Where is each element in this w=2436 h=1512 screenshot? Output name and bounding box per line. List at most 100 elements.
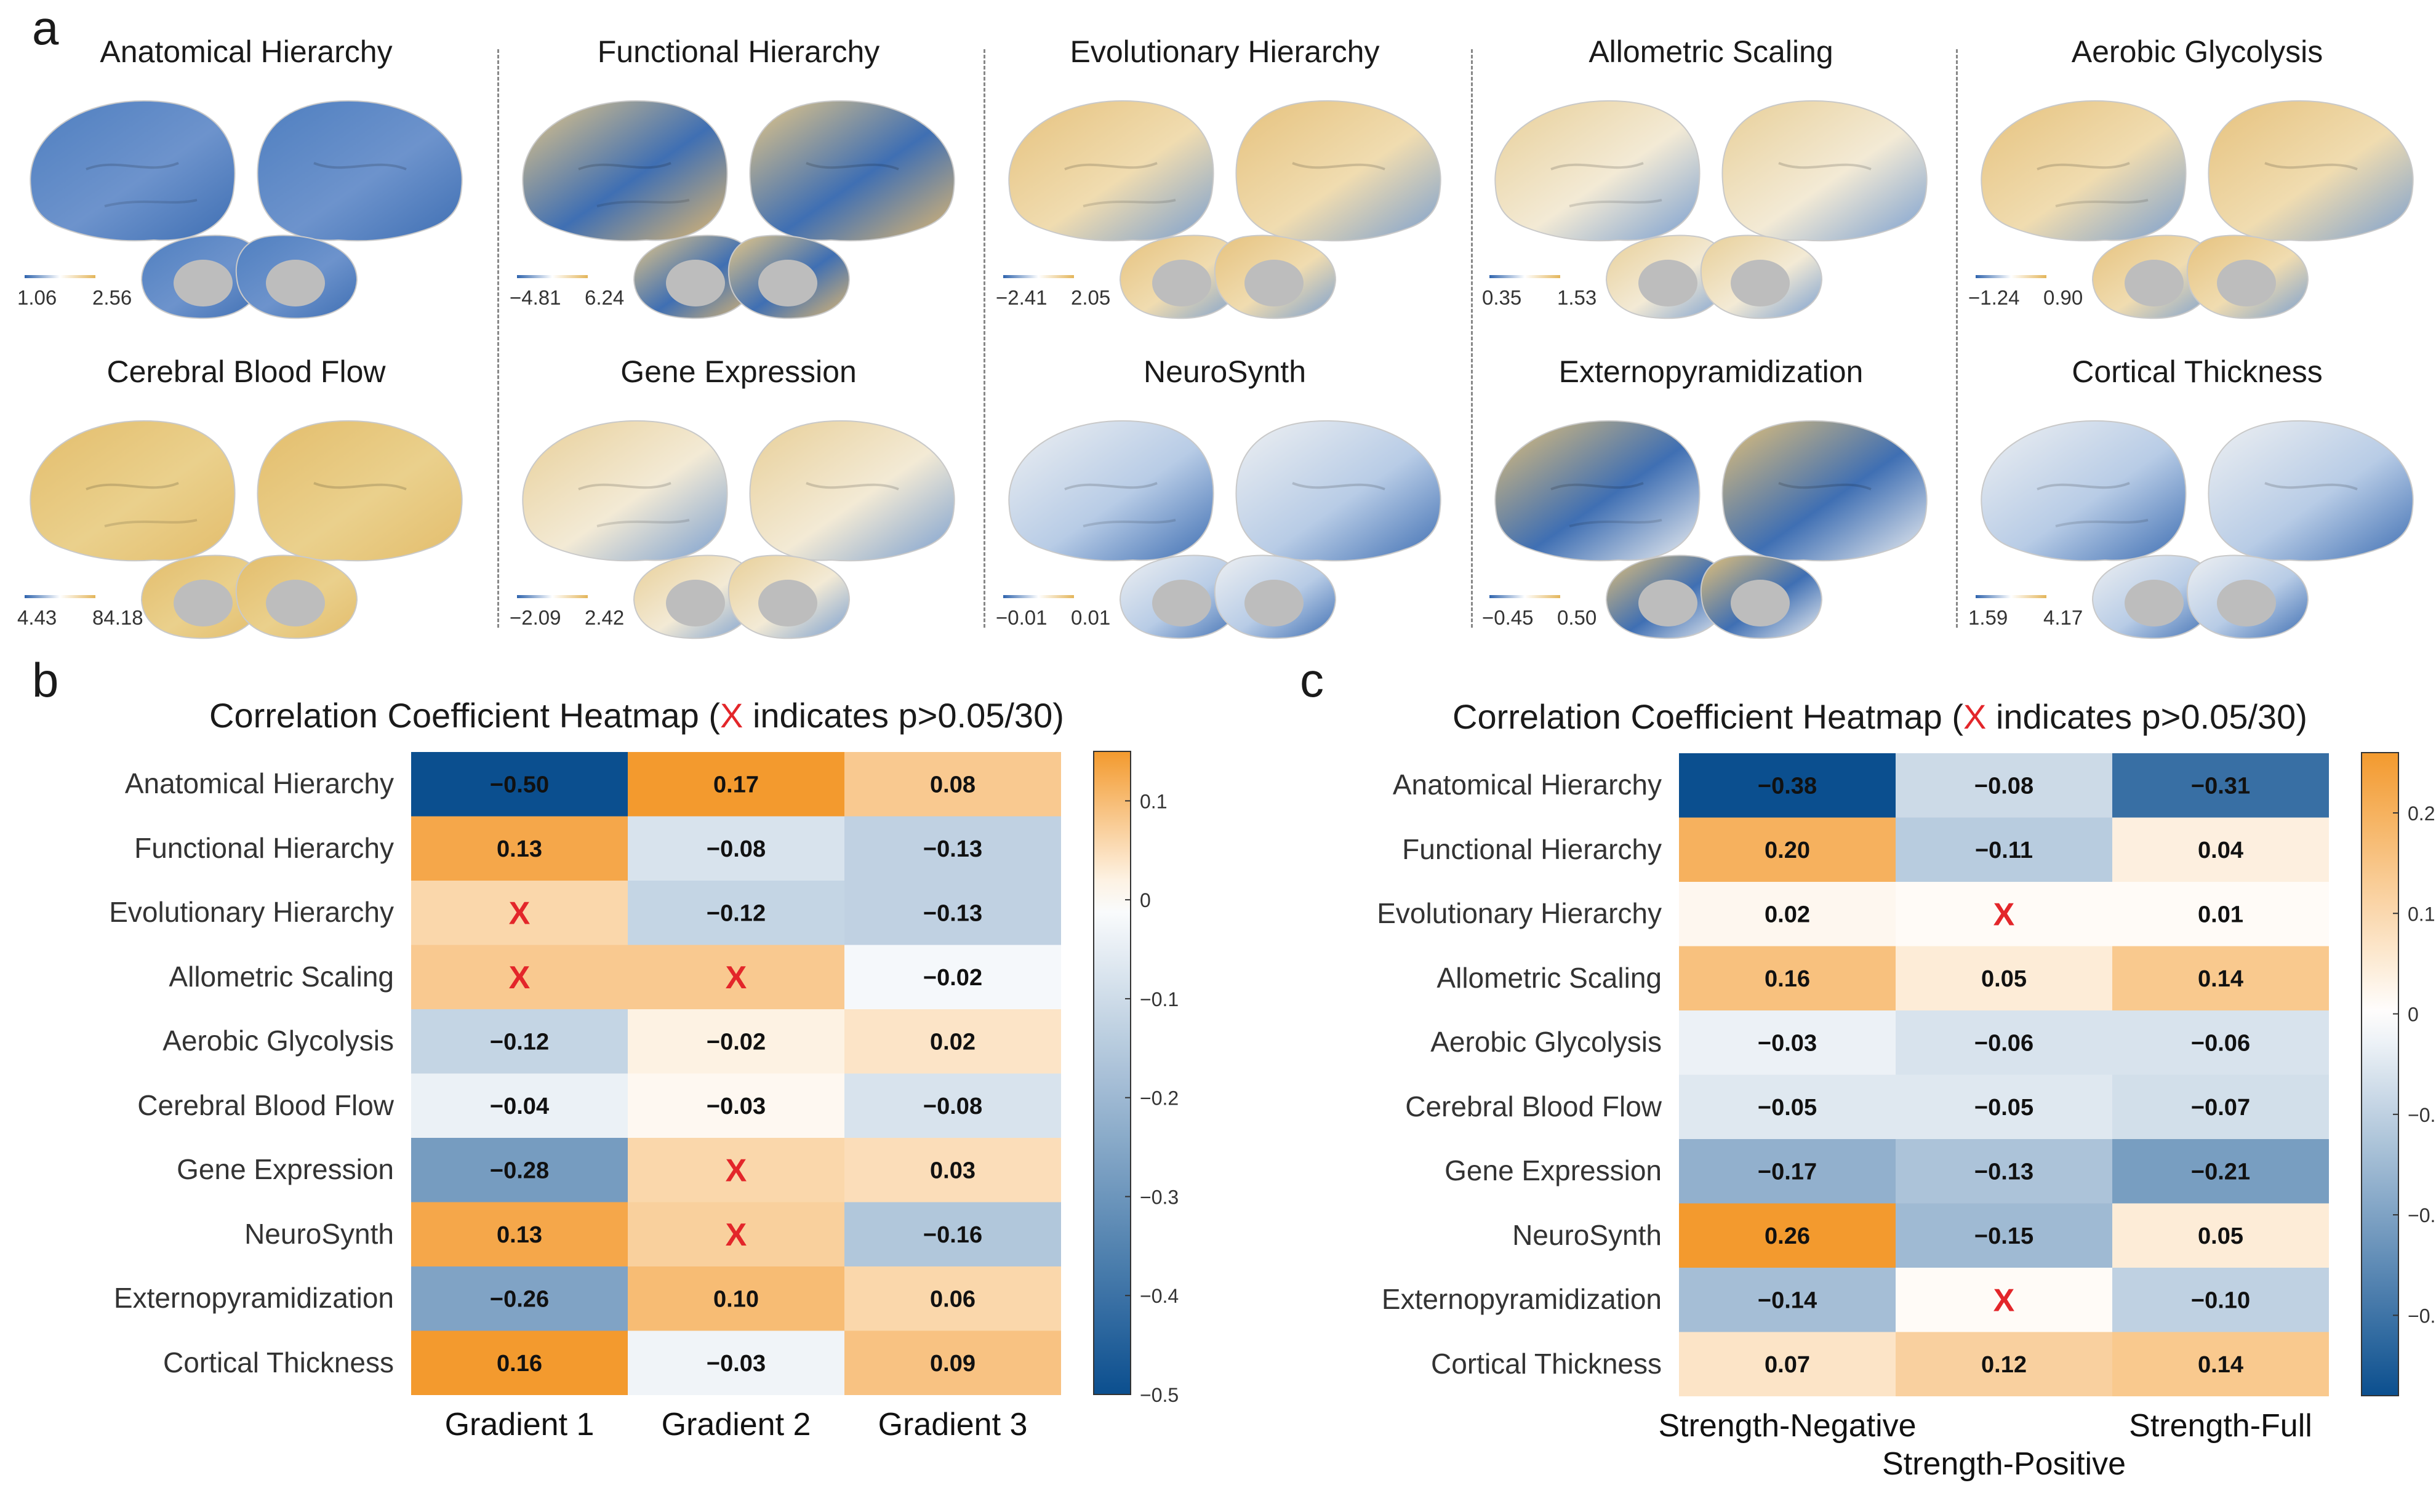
brain-surface-map [517, 420, 955, 639]
title-suffix: indicates p>0.05/30) [1986, 697, 2307, 736]
colorbar-min-label: −0.01 [996, 606, 1048, 629]
colorbar-tick-label: −0.2 [2408, 1204, 2436, 1226]
brain-map-title: Functional Hierarchy [597, 34, 880, 69]
heatmap-cell [2112, 817, 2329, 882]
colorbar-tick-label: 0.1 [1140, 790, 1167, 812]
brain-map-title: Cerebral Blood Flow [106, 354, 386, 389]
heatmap-row-label: NeuroSynth [1512, 1218, 1662, 1251]
heatmap-cell [411, 1009, 628, 1074]
heatmap-row-label: Aerobic Glycolysis [162, 1025, 394, 1057]
heatmap-cell [628, 945, 844, 1009]
colorbar-min-label: −4.81 [510, 286, 561, 309]
heatmap-row-label: Cerebral Blood Flow [137, 1089, 394, 1121]
brain-map-title: Aerobic Glycolysis [2071, 34, 2323, 69]
cell-value-label: 0.04 [2198, 838, 2243, 863]
cell-value-label: −0.08 [923, 1094, 982, 1119]
heatmap-cell [844, 1073, 1061, 1138]
heatmap-cell [844, 945, 1061, 1009]
heatmap-cell [628, 1009, 844, 1074]
heatmap-row-label: Anatomical Hierarchy [124, 767, 394, 800]
brain-map-title: Allometric Scaling [1589, 34, 1833, 69]
heatmap-cell [844, 881, 1061, 945]
colorbar-max-label: 4.17 [2043, 606, 2083, 629]
colorbar-tick-label: 0.2 [2408, 802, 2435, 825]
cell-value-label: −0.02 [707, 1029, 766, 1055]
cell-value-label: −0.17 [1758, 1159, 1817, 1185]
heatmap-cell [2112, 882, 2329, 946]
brain-surface-map [1489, 100, 1928, 319]
brain-surface-map [1976, 100, 2414, 319]
heatmap-row-label: Evolutionary Hierarchy [109, 896, 394, 929]
cell-value-label: −0.50 [490, 772, 549, 798]
heatmap-cell [628, 1266, 844, 1331]
title-prefix: Correlation Coefficient Heatmap ( [209, 696, 721, 735]
heatmap-cell [411, 752, 628, 817]
heatmap-cell [1896, 882, 2112, 946]
heatmap-cell [1679, 1203, 1896, 1268]
heatmap-column-label: Gradient 2 [661, 1407, 811, 1442]
brain-map-title: Cortical Thickness [2072, 354, 2323, 389]
heatmap-cell [2112, 1332, 2329, 1396]
cell-value-label: −0.04 [490, 1094, 549, 1119]
heatmap-row-label: Aerobic Glycolysis [1430, 1026, 1662, 1058]
heatmap-row-label: Evolutionary Hierarchy [1377, 897, 1662, 930]
nonsignificant-marker: X [509, 960, 531, 996]
cell-value-label: −0.12 [707, 900, 766, 926]
nonsignificant-marker: X [726, 1217, 747, 1253]
title-prefix: Correlation Coefficient Heatmap ( [1452, 697, 1964, 736]
cell-value-label: 0.03 [930, 1158, 976, 1183]
cell-value-label: −0.16 [923, 1222, 982, 1248]
heatmap-cell [1679, 753, 1896, 818]
cell-value-label: 0.09 [930, 1351, 976, 1377]
heatmap-cell [1679, 1332, 1896, 1396]
brain-surface-map [517, 100, 955, 319]
colorbar-max-label: 0.50 [1557, 606, 1597, 629]
heatmap-cell [844, 1009, 1061, 1074]
colorbar: 0.1 0 −0.1 −0.2 −0.3 −0.4 −0.5 [1093, 751, 1179, 1406]
heatmap-cell [411, 945, 628, 1009]
brain-surface-map [25, 100, 463, 319]
cell-value-label: 0.14 [2198, 1352, 2243, 1378]
heatmap-cell [2112, 1010, 2329, 1075]
cell-value-label: −0.05 [1758, 1095, 1817, 1121]
heatmap-cell [411, 1073, 628, 1138]
cell-value-label: −0.08 [1974, 773, 2033, 799]
heatmap-row-label: Cortical Thickness [163, 1346, 394, 1378]
colorbar-min-label: 1.59 [1968, 606, 2008, 629]
heatmap-column-label: Strength-Positive [1882, 1446, 2126, 1482]
cell-value-label: −0.06 [1974, 1030, 2033, 1056]
cell-value-label: −0.13 [1974, 1159, 2033, 1185]
cell-value-label: 0.07 [1765, 1352, 1810, 1378]
colorbar-tick-label: −0.2 [1140, 1087, 1179, 1110]
colorbar-max-label: 0.90 [2043, 286, 2083, 309]
colorbar-min-label: −0.45 [1482, 606, 1534, 629]
colorbar-max-label: 84.18 [92, 606, 143, 629]
heatmap-cell [1679, 1268, 1896, 1332]
brain-surface-map [1489, 420, 1928, 639]
cell-value-label: −0.05 [1974, 1095, 2033, 1121]
cell-value-label: −0.14 [1758, 1287, 1817, 1313]
brain-surface-map [1003, 420, 1441, 639]
cell-value-label: −0.06 [2191, 1030, 2250, 1056]
heatmap-row-label: Allometric Scaling [1436, 961, 1662, 994]
heatmap-cell [844, 1202, 1061, 1266]
cell-value-label: −0.02 [923, 965, 982, 991]
colorbar-max-label: 0.01 [1071, 606, 1111, 629]
panel-label-b: b [32, 653, 59, 707]
nonsignificant-marker: X [1993, 897, 2015, 932]
heatmap-cell [628, 881, 844, 945]
cell-value-label: 0.06 [930, 1286, 976, 1312]
heatmap-cell [411, 881, 628, 945]
cell-value-label: 0.13 [497, 1222, 542, 1248]
heatmap-row-label: Allometric Scaling [169, 960, 394, 993]
title-x-marker: X [720, 696, 743, 735]
brain-map-title: NeuroSynth [1143, 354, 1307, 389]
colorbar-tick-label: −0.5 [1140, 1384, 1179, 1406]
colorbar-tick-label: 0 [1140, 889, 1151, 911]
title-suffix: indicates p>0.05/30) [743, 696, 1064, 735]
separator [984, 49, 985, 628]
cell-value-label: −0.15 [1974, 1223, 2033, 1249]
heatmap-cell [2112, 1074, 2329, 1139]
cell-value-label: −0.38 [1758, 773, 1817, 799]
cell-value-label: 0.01 [2198, 902, 2243, 927]
